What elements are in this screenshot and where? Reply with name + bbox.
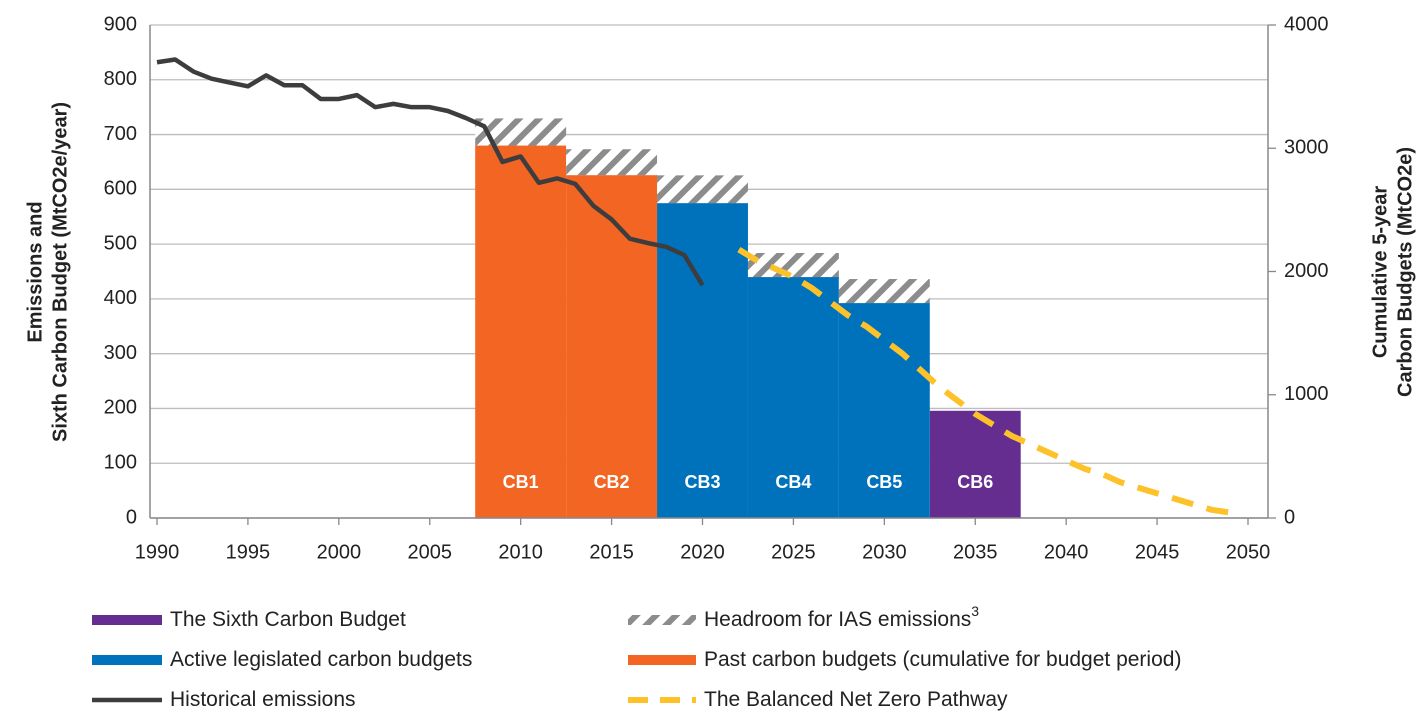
- bar: [475, 145, 567, 518]
- y2-tick-label: 2000: [1284, 260, 1329, 282]
- legend-label: Headroom for IAS emissions3: [704, 603, 979, 631]
- bar-label: CB5: [866, 472, 902, 492]
- line: [737, 247, 1231, 516]
- x-tick-label: 2020: [680, 541, 725, 563]
- bar-label: CB6: [957, 472, 993, 492]
- y-tick-label: 400: [104, 287, 137, 309]
- legend-text: The Sixth Carbon Budget: [170, 608, 406, 631]
- x-tick-label: 1995: [226, 541, 271, 563]
- y-tick-label: 800: [104, 68, 137, 90]
- x-tick-label: 2000: [317, 541, 362, 563]
- legend-note: 3: [971, 603, 979, 619]
- bar: [657, 203, 748, 518]
- x-tick-label: 2030: [862, 541, 907, 563]
- legend-text: The Balanced Net Zero Pathway: [704, 688, 1008, 711]
- y2-axis-title: Carbon Budgets (MtCO2e): [1394, 147, 1416, 397]
- y-tick-label: 300: [104, 342, 137, 364]
- x-tick-label: 2010: [498, 541, 543, 563]
- bar-label: CB2: [594, 472, 630, 492]
- legend-text: Historical emissions: [170, 688, 356, 711]
- x-tick-label: 1990: [135, 541, 180, 563]
- x-tick-label: 2050: [1226, 541, 1271, 563]
- legend-label: Past carbon budgets (cumulative for budg…: [704, 648, 1181, 671]
- x-tick-label: 2005: [408, 541, 453, 563]
- y-axis-title: Emissions and: [24, 201, 46, 342]
- bar: [838, 303, 930, 518]
- bar-label: CB1: [503, 472, 539, 492]
- y2-tick-label: 1000: [1284, 383, 1329, 405]
- headroom-segment: [838, 279, 930, 304]
- headroom-segment: [657, 175, 748, 204]
- line: [156, 57, 705, 287]
- y-tick-label: 500: [104, 232, 137, 254]
- headroom-segment: [566, 149, 658, 176]
- x-tick-label: 2040: [1044, 541, 1089, 563]
- legend-text: Active legislated carbon budgets: [170, 648, 472, 671]
- legend-swatch: [92, 615, 162, 625]
- legend-label: The Sixth Carbon Budget: [170, 608, 406, 631]
- legend-swatch: [92, 655, 162, 665]
- x-tick-label: 2015: [589, 541, 634, 563]
- bar-label: CB4: [775, 472, 811, 492]
- legend-swatch: [628, 615, 696, 625]
- y-tick-label: 700: [104, 123, 137, 145]
- y2-tick-label: 0: [1284, 506, 1295, 528]
- x-tick-label: 2045: [1135, 541, 1180, 563]
- y-tick-label: 900: [104, 13, 137, 35]
- bar: [747, 277, 839, 518]
- y-axis-title: Sixth Carbon Budget (MtCO2e/year): [49, 102, 71, 442]
- headroom-segment: [747, 253, 839, 278]
- legend-label: The Balanced Net Zero Pathway: [704, 688, 1008, 711]
- bar: [566, 175, 658, 518]
- y-tick-label: 100: [104, 452, 137, 474]
- x-tick-label: 2035: [953, 541, 998, 563]
- legend-label: Historical emissions: [170, 688, 356, 711]
- bar-label: CB3: [684, 472, 720, 492]
- y2-tick-label: 4000: [1284, 13, 1329, 35]
- legend-text: Past carbon budgets (cumulative for budg…: [704, 648, 1181, 671]
- legend-text: Headroom for IAS emissions: [704, 608, 971, 631]
- x-tick-label: 2025: [771, 541, 816, 563]
- y2-axis-title: Cumulative 5-year: [1369, 186, 1391, 359]
- y-tick-label: 0: [126, 506, 137, 528]
- y-tick-label: 200: [104, 397, 137, 419]
- legend-swatch: [628, 655, 696, 665]
- y2-tick-label: 3000: [1284, 137, 1329, 159]
- bar: [929, 410, 1021, 518]
- legend-label: Active legislated carbon budgets: [170, 648, 472, 671]
- y-tick-label: 600: [104, 178, 137, 200]
